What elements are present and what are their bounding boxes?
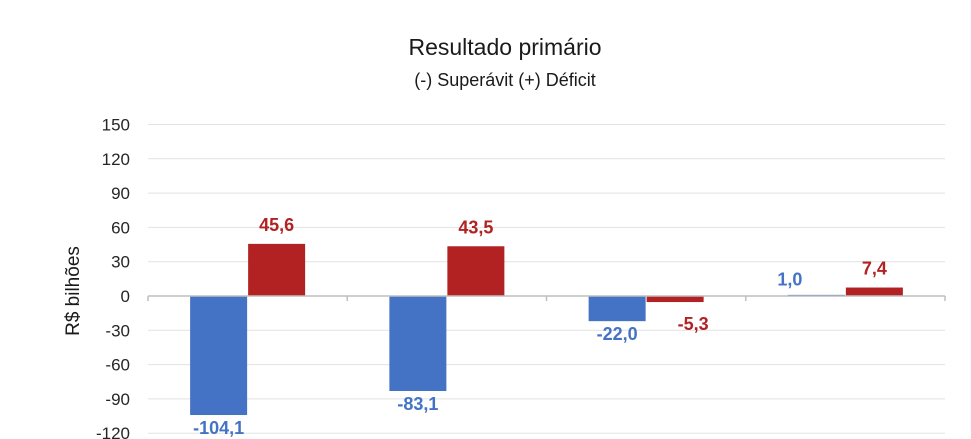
chart-subtitle: (-) Superávit (+) Déficit	[414, 70, 596, 90]
bar	[389, 296, 447, 392]
data-label: 45,6	[259, 215, 294, 235]
y-tick-label: 60	[111, 218, 130, 237]
data-label: 1,0	[777, 270, 802, 290]
data-label: -83,1	[397, 394, 438, 414]
bar	[248, 243, 306, 296]
bar	[447, 246, 505, 296]
data-label: -5,3	[678, 314, 709, 334]
x-axis	[147, 295, 946, 301]
y-tick-label: 0	[121, 287, 130, 306]
data-label: 43,5	[458, 217, 493, 237]
y-tick-label: 90	[111, 184, 130, 203]
y-tick-label: 30	[111, 253, 130, 272]
y-tick-label: -120	[96, 424, 130, 439]
data-label: -22,0	[597, 324, 638, 344]
bar	[646, 296, 704, 303]
y-axis-label: R$ bilhões	[63, 246, 84, 336]
y-tick-label: -60	[105, 356, 130, 375]
y-tick-label: -90	[105, 390, 130, 409]
bar	[588, 296, 646, 322]
data-labels: -104,1 -83,1 -22,0 1,0 45,6 43,5 -5,3 7,4	[193, 215, 887, 438]
bar	[845, 287, 903, 296]
y-tick-label: 150	[102, 116, 130, 135]
y-tick-label: 120	[102, 150, 130, 169]
chart-title: Resultado primário	[408, 34, 601, 60]
bar	[190, 296, 248, 416]
data-label: 7,4	[862, 259, 887, 279]
data-label: -104,1	[193, 418, 244, 438]
y-tick-label: -30	[105, 321, 130, 340]
bars	[190, 243, 903, 416]
y-axis-ticks: 150 120 90 60 30 0 -30 -60 -90 -120	[96, 116, 130, 439]
